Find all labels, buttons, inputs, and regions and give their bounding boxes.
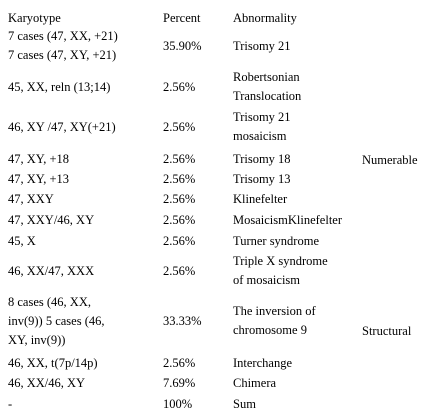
cell-line: Trisomy 13 <box>233 171 291 186</box>
table-cell: 47, XXY/46, XY <box>8 211 94 230</box>
cell-line: inv(9)) 5 cases (46, <box>8 313 105 328</box>
table-cell: MosaicismKlinefelter <box>233 211 342 230</box>
header-cell: Abnormality <box>233 9 297 28</box>
cell-line: Numerable <box>362 152 418 167</box>
cell-line: 2.56% <box>163 171 196 186</box>
cell-line: The inversion of <box>233 304 316 318</box>
cell-line: Sum <box>233 396 256 411</box>
table-cell: Interchange <box>233 354 292 373</box>
cell-line: 45, XX, reln (13;14) <box>8 79 111 94</box>
table-cell: 2.56% <box>163 118 195 137</box>
cell-line: 47, XY, +13 <box>8 171 69 186</box>
cell-line: Robertsonian <box>233 70 300 84</box>
cell-line: 47, XXY/46, XY <box>8 212 95 227</box>
table-cell: 2.56% <box>163 262 195 281</box>
table-cell: Trisomy 21 mosaicism <box>233 108 291 146</box>
table-cell: 47, XY, +18 <box>8 150 69 169</box>
group-label: Numerable <box>362 151 418 170</box>
table-cell: 2.56% <box>163 211 195 230</box>
table-cell: Klinefelter <box>233 190 287 209</box>
cell-line: 8 cases (46, XX, <box>8 294 91 309</box>
table-cell: Chimera <box>233 374 276 393</box>
cell-line: 7.69% <box>163 375 196 390</box>
table-cell: 45, X <box>8 232 36 251</box>
cell-line: Structural <box>362 323 412 338</box>
table-cell: Sum <box>233 395 256 414</box>
table-cell: Trisomy 21 <box>233 37 291 56</box>
cell-line: Interchange <box>233 355 292 370</box>
table-cell: 2.56% <box>163 354 195 373</box>
table-cell: 2.56% <box>163 190 195 209</box>
cell-line: XY, inv(9)) <box>8 332 66 347</box>
cell-line: Triple X syndrome <box>233 254 328 268</box>
cell-line: Percent <box>163 10 201 25</box>
cell-line: 47, XY, +18 <box>8 151 69 166</box>
table-cell: 7.69% <box>163 374 195 393</box>
table-cell: 2.56% <box>163 170 195 189</box>
table-cell: 8 cases (46, XX, inv(9)) 5 cases (46, XY, … <box>8 293 105 350</box>
cell-line: Trisomy 21 <box>233 38 291 53</box>
table-cell: 47, XXY <box>8 190 54 209</box>
cell-line: Chimera <box>233 375 277 390</box>
cell-line: Translocation <box>233 89 302 103</box>
table-cell: The inversion of chromosome 9 <box>233 302 316 340</box>
cell-line: 100% <box>163 396 193 411</box>
table-cell: 35.90% <box>163 37 202 56</box>
table-cell: Trisomy 13 <box>233 170 291 189</box>
table-cell: - <box>8 395 12 414</box>
table-cell: 7 cases (47, XX, +21) 7 cases (47, XY, +2… <box>8 27 118 65</box>
cell-line: 46, XX/46, XY <box>8 375 86 390</box>
table-cell: 46, XX, t(7p/14p) <box>8 354 98 373</box>
cell-line: Abnormality <box>233 10 297 25</box>
cell-line: Trisomy 21 <box>233 110 291 124</box>
group-label: Structural <box>362 322 411 341</box>
header-cell: Percent <box>163 9 200 28</box>
cell-line: 7 cases (47, XY, +21) <box>8 48 117 62</box>
cell-line: 46, XY /47, XY(+21) <box>8 119 116 134</box>
cell-line: 47, XXY <box>8 191 54 206</box>
table-cell: 100% <box>163 395 192 414</box>
table-cell: 46, XX/46, XY <box>8 374 85 393</box>
table-cell: Robertsonian Translocation <box>233 68 301 106</box>
table-cell: 2.56% <box>163 232 195 251</box>
table-cell: 47, XY, +13 <box>8 170 69 189</box>
cell-line: mosaicism <box>233 129 287 143</box>
table-cell: 45, XX, reln (13;14) <box>8 78 110 97</box>
cell-line: - <box>8 396 13 411</box>
cell-line: of mosaicism <box>233 273 301 287</box>
cell-line: Karyotype <box>8 10 61 25</box>
cell-line: 46, XX, t(7p/14p) <box>8 355 98 370</box>
cell-line: Klinefelter <box>233 191 288 206</box>
cell-line: 2.56% <box>163 151 196 166</box>
table-cell: 33.33% <box>163 312 202 331</box>
cell-line: chromosome 9 <box>233 323 307 337</box>
cell-line: 33.33% <box>163 313 202 328</box>
cell-line: MosaicismKlinefelter <box>233 212 342 227</box>
table-cell: Trisomy 18 <box>233 150 291 169</box>
cell-line: 2.56% <box>163 191 196 206</box>
table-cell: 46, XX/47, XXX <box>8 262 94 281</box>
table-cell: 2.56% <box>163 78 195 97</box>
cell-line: 2.56% <box>163 212 196 227</box>
cell-line: 2.56% <box>163 119 196 134</box>
cell-line: 2.56% <box>163 263 196 278</box>
cell-line: 45, X <box>8 233 36 248</box>
table-cell: 2.56% <box>163 150 195 169</box>
cell-line: 2.56% <box>163 355 196 370</box>
cell-line: 2.56% <box>163 233 196 248</box>
table-cell: Turner syndrome <box>233 232 319 251</box>
cell-line: 35.90% <box>163 38 202 53</box>
cell-line: Trisomy 18 <box>233 151 291 166</box>
table-cell: Triple X syndrome of mosaicism <box>233 252 328 290</box>
cell-line: Turner syndrome <box>233 233 319 248</box>
table-cell: 46, XY /47, XY(+21) <box>8 118 116 137</box>
cell-line: 7 cases (47, XX, +21) <box>8 29 118 43</box>
cell-line: 2.56% <box>163 79 196 94</box>
cell-line: 46, XX/47, XXX <box>8 263 95 278</box>
header-cell: Karyotype <box>8 9 61 28</box>
